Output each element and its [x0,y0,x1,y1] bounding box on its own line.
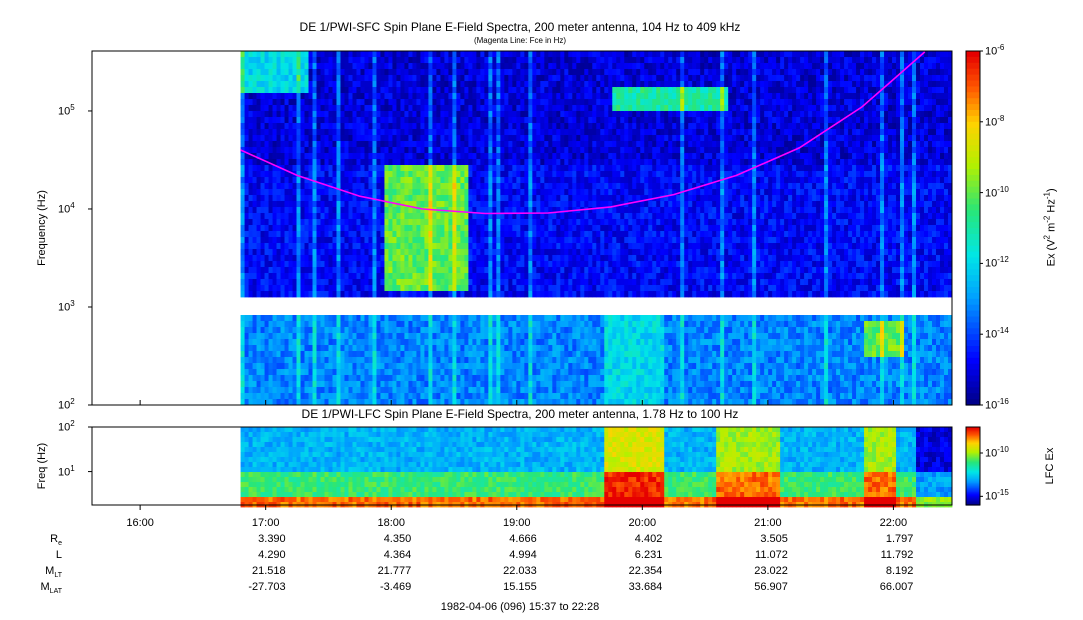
sfc-ylabel: Frequency (Hz) [36,168,48,288]
ephemeris-value: 4.364 [351,549,411,561]
sfc-subtitle: (Magenta Line: Fce in Hz) [474,36,566,45]
ephemeris-value: 4.350 [351,533,411,545]
ephemeris-value: 15.155 [477,581,537,593]
lfc-ytick-label: 102 [58,419,75,434]
sfc-colorbar-label: Ex (V2 m-2 Hz-1) [1043,167,1058,287]
ephemeris-value: -27.703 [226,581,286,593]
ephemeris-value: 4.994 [477,549,537,561]
sfc-colorbar-tick-label: 10-10 [985,185,1009,200]
lfc-title: DE 1/PWI-LFC Spin Plane E-Field Spectra,… [302,407,739,421]
sfc-colorbar-tick-label: 10-8 [985,114,1004,129]
lfc-ylabel: Freq (Hz) [36,431,48,501]
ephemeris-row-label: L [0,549,62,561]
lfc-colorbar-tick-label: 10-10 [985,445,1009,460]
sfc-spectrogram [241,51,953,405]
sfc-ytick-label: 102 [58,397,75,412]
ephemeris-row-label: MLAT [0,581,62,595]
sfc-ytick-label: 105 [58,103,75,118]
lfc-colorbar-label: LFC Ex [1044,431,1056,501]
ephemeris-value: 66.007 [853,581,913,593]
sfc-colorbar [966,51,980,406]
x-tick-label: 19:00 [503,517,531,529]
lfc-spectrogram [241,427,953,507]
lfc-colorbar [966,427,980,506]
sfc-ytick-label: 104 [58,201,75,216]
ephemeris-value: 11.792 [853,549,913,561]
ephemeris-value: -3.469 [351,581,411,593]
ephemeris-value: 1.797 [853,533,913,545]
ephemeris-row-label: MLT [0,565,62,579]
sfc-colorbar-tick-label: 10-6 [985,43,1004,58]
ephemeris-value: 4.290 [226,549,286,561]
ephemeris-value: 11.072 [728,549,788,561]
ephemeris-value: 22.033 [477,565,537,577]
ephemeris-value: 3.390 [226,533,286,545]
ephemeris-value: 4.402 [602,533,662,545]
sfc-title: DE 1/PWI-SFC Spin Plane E-Field Spectra,… [300,20,741,34]
ephemeris-value: 8.192 [853,565,913,577]
ephemeris-value: 3.505 [728,533,788,545]
ephemeris-value: 56.907 [728,581,788,593]
sfc-ytick-label: 103 [58,299,75,314]
date-range-footer: 1982-04-06 (096) 15:37 to 22:28 [441,601,599,613]
sfc-colorbar-tick-label: 10-16 [985,397,1009,412]
x-tick-label: 16:00 [126,517,154,529]
x-tick-label: 18:00 [377,517,405,529]
x-tick-label: 20:00 [629,517,657,529]
ephemeris-value: 6.231 [602,549,662,561]
sfc-colorbar-tick-label: 10-12 [985,255,1009,270]
x-tick-label: 21:00 [754,517,782,529]
ephemeris-value: 21.518 [226,565,286,577]
ephemeris-value: 21.777 [351,565,411,577]
ephemeris-value: 33.684 [602,581,662,593]
ephemeris-value: 23.022 [728,565,788,577]
ephemeris-value: 4.666 [477,533,537,545]
ephemeris-row-label: Re [0,533,62,547]
sfc-data-gap [241,303,952,312]
x-tick-label: 17:00 [252,517,280,529]
x-tick-label: 22:00 [880,517,908,529]
lfc-colorbar-tick-label: 10-15 [985,488,1009,503]
lfc-ytick-label: 101 [58,464,75,479]
ephemeris-value: 22.354 [602,565,662,577]
sfc-colorbar-tick-label: 10-14 [985,326,1009,341]
